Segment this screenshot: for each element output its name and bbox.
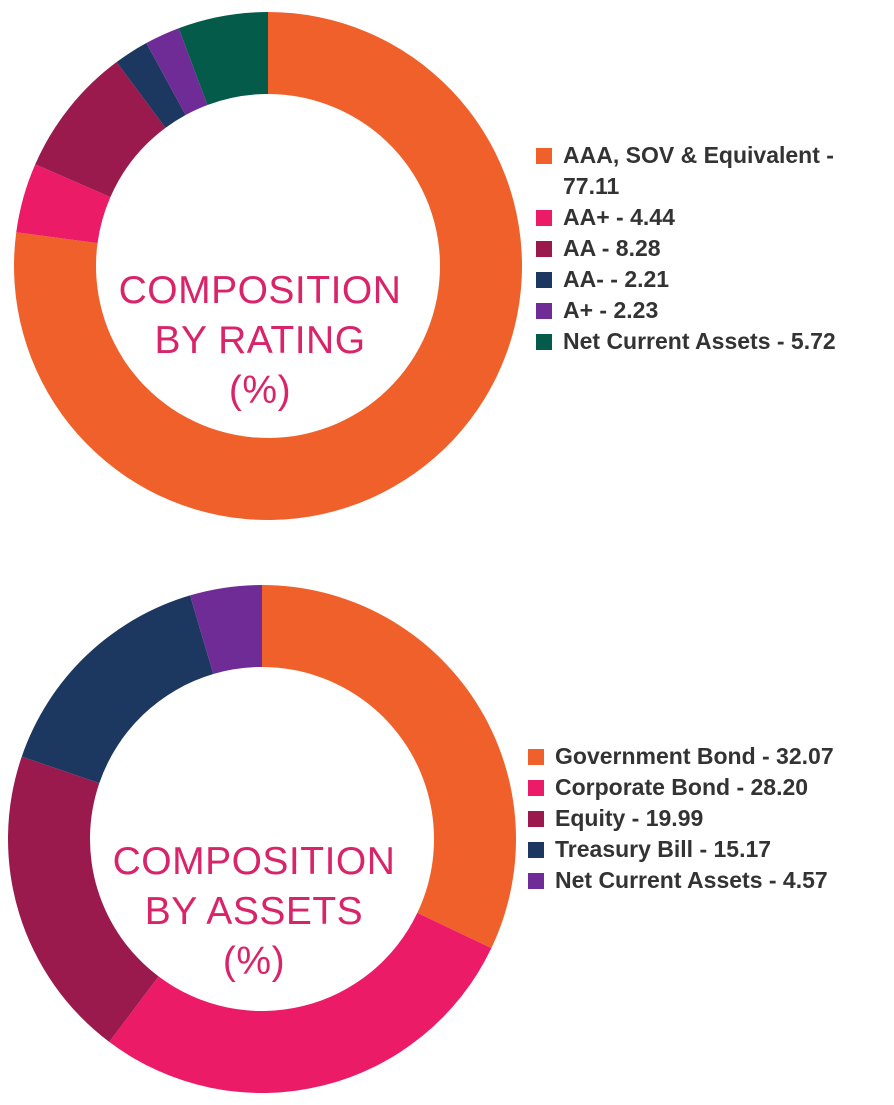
- legend-swatch: [528, 873, 544, 889]
- legend-swatch: [528, 811, 544, 827]
- rating-donut-chart: [13, 12, 522, 521]
- legend-item-government-bond: Government Bond - 32.07: [528, 741, 888, 772]
- legend-swatch: [536, 334, 552, 350]
- donut-slice-corporate-bond: [109, 912, 492, 1093]
- legend-label: AA- - 2.21: [563, 266, 670, 292]
- donut-slice-aaa-sov-equivalent: [13, 12, 522, 521]
- rating-chart: COMPOSITION BY RATING (%) AAA, SOV & Equ…: [0, 0, 894, 540]
- donut-slice-aa: [116, 43, 186, 128]
- legend-swatch: [536, 148, 552, 164]
- legend-label: AA+ - 4.44: [563, 204, 675, 230]
- rating-center-title: COMPOSITION BY RATING (%): [60, 266, 460, 416]
- legend-item-net-current-assets: Net Current Assets - 4.57: [528, 865, 888, 896]
- legend-swatch: [528, 842, 544, 858]
- donut-slice-treasury-bill: [21, 595, 214, 784]
- legend-label: Corporate Bond - 28.20: [555, 774, 809, 800]
- donut-slice-equity: [8, 756, 159, 1042]
- legend-swatch: [536, 272, 552, 288]
- donut-slice-aa: [35, 62, 166, 198]
- legend-label: Equity - 19.99: [555, 805, 704, 831]
- assets-center-title-line-2: BY ASSETS: [144, 890, 364, 933]
- legend-label: Government Bond - 32.07: [555, 743, 834, 769]
- rating-center-title-line-2: BY RATING: [154, 319, 366, 362]
- donut-slice-net-current-assets: [178, 12, 268, 105]
- legend-swatch: [528, 780, 544, 796]
- assets-center-title: COMPOSITION BY ASSETS (%): [54, 837, 454, 987]
- legend-swatch: [536, 241, 552, 257]
- legend-label: Treasury Bill - 15.17: [555, 836, 772, 862]
- donut-slice-government-bond: [262, 585, 516, 949]
- legend-item-a-plus: A+ - 2.23: [536, 295, 876, 326]
- assets-center-title-line-1: COMPOSITION: [112, 840, 396, 883]
- assets-center-title-line-3: (%): [222, 940, 286, 983]
- legend-item-corporate-bond: Corporate Bond - 28.20: [528, 772, 888, 803]
- assets-chart: COMPOSITION BY ASSETS (%) Government Bon…: [0, 575, 894, 1105]
- rating-center-title-line-1: COMPOSITION: [118, 269, 402, 312]
- assets-donut-chart: [8, 585, 516, 1093]
- legend-item-treasury-bill: Treasury Bill - 15.17: [528, 834, 888, 865]
- legend-item-net-current-assets: Net Current Assets - 5.72: [536, 326, 876, 357]
- legend-label: Net Current Assets - 4.57: [555, 867, 828, 893]
- legend-label: Net Current Assets - 5.72: [563, 328, 836, 354]
- legend-item-aa-minus: AA- - 2.21: [536, 264, 876, 295]
- legend-item-equity: Equity - 19.99: [528, 803, 888, 834]
- legend-swatch: [528, 749, 544, 765]
- rating-legend: AAA, SOV & Equivalent - 77.11 AA+ - 4.44…: [536, 140, 876, 357]
- donut-slice-aa: [16, 164, 111, 244]
- legend-label: AA - 8.28: [563, 235, 661, 261]
- donut-slice-a: [146, 28, 208, 116]
- legend-label: A+ - 2.23: [563, 297, 659, 323]
- legend-item-aaa-sov: AAA, SOV & Equivalent - 77.11: [536, 140, 876, 202]
- legend-swatch: [536, 303, 552, 319]
- legend-item-aa: AA - 8.28: [536, 233, 876, 264]
- assets-legend: Government Bond - 32.07 Corporate Bond -…: [528, 741, 888, 896]
- rating-center-title-line-3: (%): [228, 369, 292, 412]
- legend-item-aa-plus: AA+ - 4.44: [536, 202, 876, 233]
- donut-slice-net-current-assets: [190, 585, 262, 675]
- legend-swatch: [536, 210, 552, 226]
- legend-label: AAA, SOV & Equivalent - 77.11: [563, 142, 834, 199]
